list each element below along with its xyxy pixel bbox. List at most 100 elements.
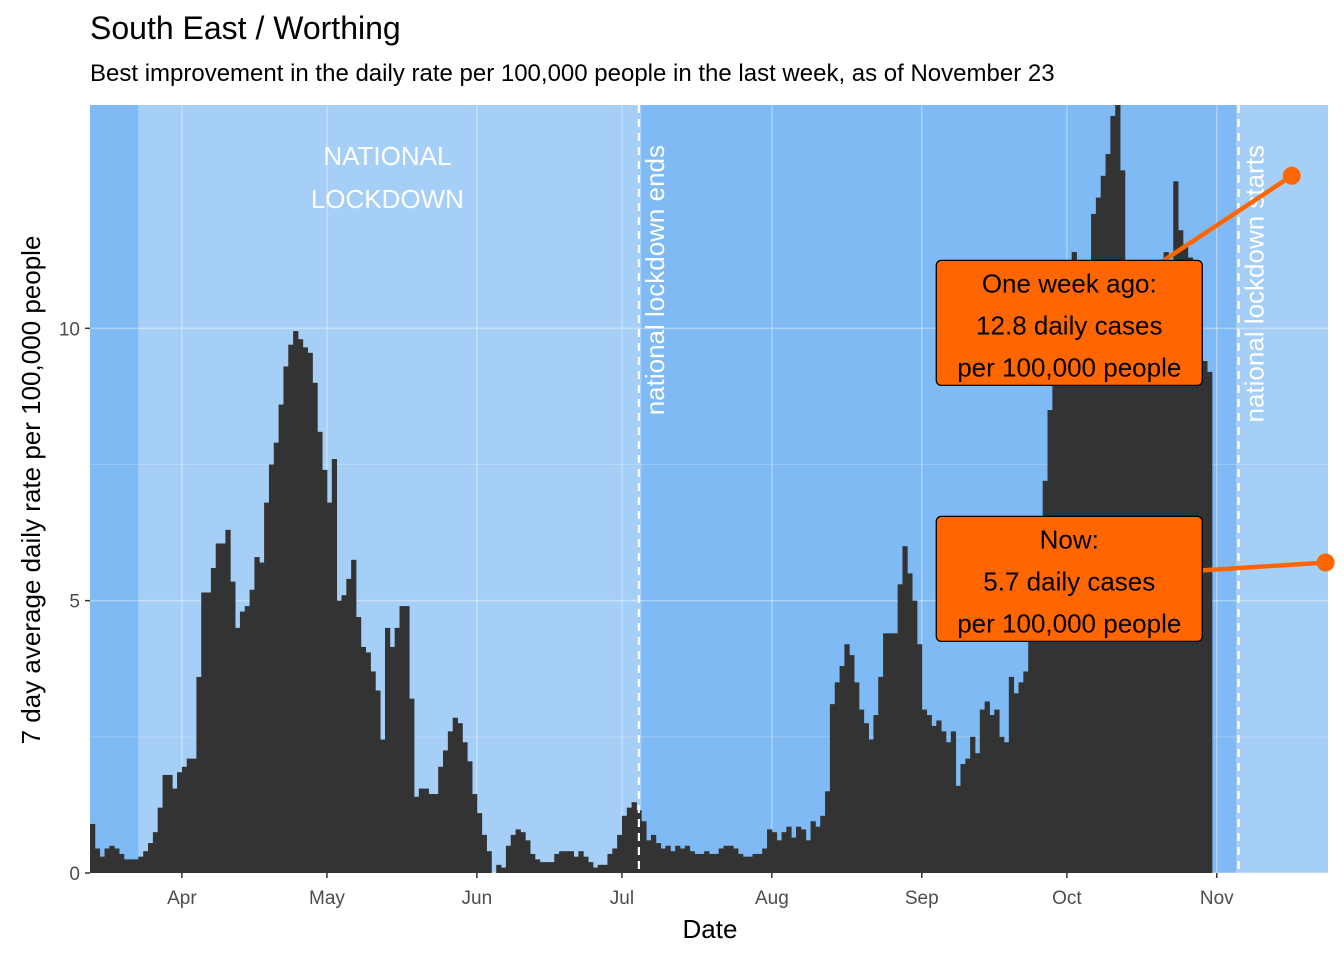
bar xyxy=(225,529,231,873)
bar xyxy=(945,742,952,873)
bar xyxy=(728,845,734,873)
bar xyxy=(563,851,570,873)
bar xyxy=(317,431,323,873)
lockdown-band-label: NATIONAL xyxy=(323,141,451,171)
y-tick-label: 5 xyxy=(69,592,80,613)
bar xyxy=(554,853,560,873)
bar xyxy=(133,859,139,873)
bar xyxy=(510,834,516,873)
bar xyxy=(283,366,289,873)
bar xyxy=(399,606,405,873)
bar xyxy=(384,627,391,873)
bar xyxy=(718,848,724,873)
lockdown-lines: national lockdown ends national lockdown … xyxy=(637,105,1270,873)
bar xyxy=(259,562,265,873)
x-tick-label: Jun xyxy=(462,888,493,909)
bar xyxy=(404,606,410,873)
bar xyxy=(297,339,304,873)
callout-point xyxy=(1316,553,1335,572)
bar xyxy=(665,845,671,873)
bar xyxy=(128,859,134,873)
bar xyxy=(249,589,255,873)
bar xyxy=(152,832,159,873)
bar xyxy=(578,851,584,873)
bar xyxy=(230,581,236,873)
y-axis-title: 7 day average daily rate per 100,000 peo… xyxy=(16,236,46,745)
lockdown-vline-label: national lockdown starts xyxy=(1240,145,1270,422)
bar xyxy=(747,856,753,873)
bar xyxy=(950,731,957,873)
bar xyxy=(380,739,386,873)
bar xyxy=(839,666,845,873)
bar xyxy=(438,766,444,873)
bar xyxy=(704,851,710,873)
bar xyxy=(999,736,1005,873)
bar xyxy=(322,469,328,873)
bar xyxy=(786,826,792,873)
bar xyxy=(1207,371,1213,873)
bar xyxy=(143,851,149,873)
bar xyxy=(268,464,275,873)
bar xyxy=(1003,742,1010,873)
bar xyxy=(849,655,855,873)
bar xyxy=(670,851,676,873)
bar xyxy=(196,676,202,873)
bar xyxy=(360,646,367,873)
bar xyxy=(646,840,652,873)
bar xyxy=(114,848,120,873)
bar xyxy=(771,832,778,873)
bar xyxy=(921,709,928,873)
bar xyxy=(912,600,918,873)
bar xyxy=(1033,606,1039,873)
bar xyxy=(539,862,545,873)
bar xyxy=(781,832,787,873)
bar xyxy=(796,826,802,873)
bar xyxy=(767,829,773,873)
bar xyxy=(148,843,154,873)
bar xyxy=(370,671,376,873)
bar xyxy=(941,731,947,873)
bar xyxy=(800,829,807,873)
bar xyxy=(244,606,250,873)
bar xyxy=(302,347,309,874)
bar xyxy=(476,813,483,873)
bar xyxy=(433,794,439,873)
callout-point xyxy=(1282,166,1301,185)
chart-title: South East / Worthing xyxy=(90,10,401,46)
bar xyxy=(873,715,879,873)
bar xyxy=(90,823,96,873)
chart-subtitle: Best improvement in the daily rate per 1… xyxy=(90,60,1055,87)
bar xyxy=(660,848,666,873)
bar xyxy=(119,853,125,873)
bar xyxy=(162,774,168,873)
bar xyxy=(481,834,487,873)
bar xyxy=(505,845,512,873)
callout-text: 5.7 daily cases xyxy=(983,566,1155,596)
bar xyxy=(742,856,749,873)
bar xyxy=(825,791,831,873)
bar xyxy=(684,845,691,873)
bar xyxy=(631,802,637,873)
callout-text: per 100,000 people xyxy=(957,608,1181,638)
bar xyxy=(534,859,541,873)
bar xyxy=(679,848,686,873)
bar xyxy=(994,709,1000,873)
bar xyxy=(278,404,284,873)
bar xyxy=(94,848,101,873)
bar xyxy=(312,382,318,873)
callout-text: per 100,000 people xyxy=(957,352,1181,382)
bar xyxy=(713,853,720,873)
bar xyxy=(675,845,681,873)
bar xyxy=(549,862,555,873)
bar xyxy=(752,853,758,873)
y-tick-label: 10 xyxy=(59,319,80,340)
bar xyxy=(916,644,923,873)
bar xyxy=(186,758,192,873)
bar xyxy=(520,832,526,873)
bar xyxy=(965,758,971,873)
bar xyxy=(215,543,221,873)
bar xyxy=(1042,480,1048,873)
bar xyxy=(530,853,536,873)
bar xyxy=(694,853,700,873)
bar xyxy=(607,853,613,873)
